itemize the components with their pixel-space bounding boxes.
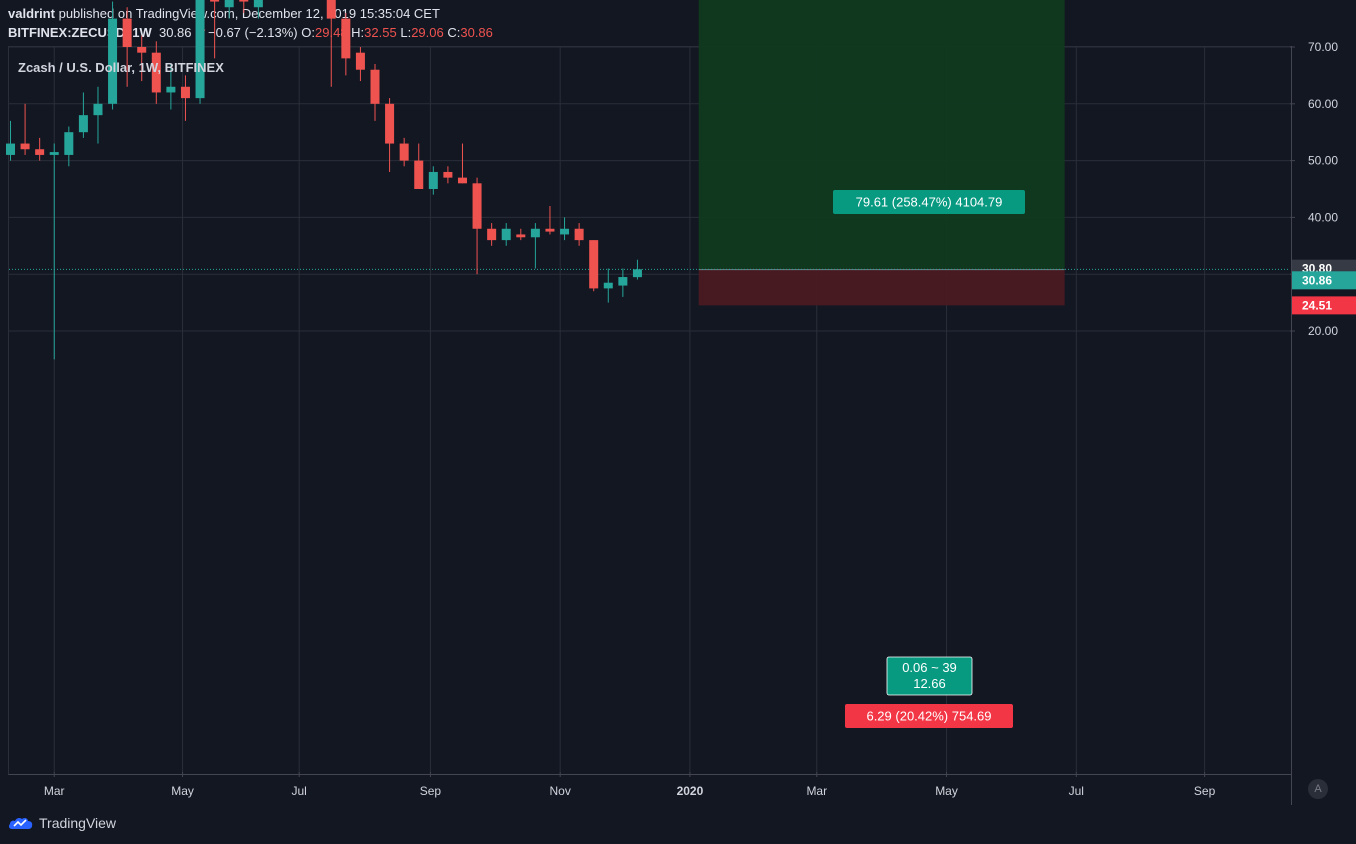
publish-info: valdrint published on TradingView.com, D…: [8, 6, 440, 21]
time-tick-label: Mar: [44, 784, 65, 798]
close-label: C:: [447, 25, 461, 40]
risk-reward-label-bg: [886, 656, 973, 696]
candle-up: [108, 18, 118, 104]
candle-up: [224, 0, 234, 8]
candle-down: [487, 228, 497, 241]
candle-up: [428, 171, 438, 189]
price-tick-label: 60.00: [1308, 97, 1338, 111]
candle-up: [93, 103, 103, 116]
close-value: 30.86: [460, 25, 493, 40]
price-tick-label: 50.00: [1308, 154, 1338, 168]
candle-down: [326, 0, 336, 19]
candle-down: [122, 18, 132, 47]
candle-up: [6, 143, 15, 155]
time-tick-label: Sep: [1194, 784, 1216, 798]
axis-corner: [1291, 773, 1356, 805]
price-tick-label: 20.00: [1308, 324, 1338, 338]
time-tick-label: Mar: [806, 784, 827, 798]
candle-up: [78, 115, 88, 133]
target-label: 79.61 (258.47%) 4104.79: [856, 195, 1003, 210]
last-price: 30.86: [158, 25, 192, 40]
price-label: 30.86: [1302, 273, 1332, 287]
candle-down: [341, 18, 351, 59]
time-tick-label: Nov: [549, 784, 570, 798]
candle-up: [632, 269, 642, 278]
time-tick-label: Sep: [420, 784, 442, 798]
chart-title: Zcash / U.S. Dollar, 1W, BITFINEX: [18, 60, 224, 75]
price-label: 24.51: [1302, 298, 1332, 312]
brand-name: TradingView: [39, 815, 117, 831]
candle-down: [180, 86, 190, 99]
candle-down: [370, 69, 380, 104]
target-label-bg: [833, 190, 1025, 214]
candle-up: [49, 152, 59, 155]
candle-down: [443, 171, 453, 178]
high-label: H:: [351, 25, 365, 40]
time-tick-label: May: [171, 784, 194, 798]
price-tick-label: 70.00: [1308, 40, 1338, 54]
loss-zone: [698, 269, 1065, 306]
candle-up: [501, 228, 511, 241]
candle-down: [414, 160, 424, 189]
risk-reward-ratio: 12.66: [913, 676, 946, 691]
candle-down: [35, 149, 45, 155]
tradingview-logo[interactable]: TradingView: [8, 815, 116, 831]
tradingview-cloud-icon: [8, 817, 33, 829]
candle-down: [210, 0, 220, 2]
candle-down: [20, 143, 30, 150]
candle-down: [151, 52, 161, 93]
candle-down: [239, 0, 249, 2]
open-label: O:: [301, 25, 315, 40]
candle-down: [516, 234, 526, 238]
candle-up: [560, 228, 570, 235]
price-axis[interactable]: [1291, 46, 1356, 773]
time-tick-label: Jul: [292, 784, 307, 798]
profit-zone: [698, 0, 1065, 270]
low-label: L:: [400, 25, 412, 40]
symbol-ohlc-bar: BITFINEX:ZECUSD, 1W 30.86 ▼−0.67 (−2.13%…: [8, 25, 493, 40]
price-change: −0.67 (−2.13%): [208, 25, 298, 40]
price-label-bg: [1292, 271, 1356, 290]
candle-up: [618, 277, 628, 286]
price-label-bg: [1292, 296, 1356, 315]
risk-reward-qty: 0.06 ~ 39: [902, 660, 957, 675]
publisher-name[interactable]: valdrint: [8, 6, 55, 21]
candle-down: [399, 143, 409, 161]
time-tick-label: May: [935, 784, 958, 798]
high-value: 32.55: [364, 25, 397, 40]
price-tick-label: 40.00: [1308, 210, 1338, 224]
candle-up: [530, 228, 540, 238]
candle-up: [253, 0, 263, 8]
time-tick-label: Jul: [1069, 784, 1084, 798]
time-tick-label: 2020: [677, 784, 704, 798]
candle-up: [603, 282, 613, 289]
candle-down: [355, 52, 365, 70]
stop-label: 6.29 (20.42%) 754.69: [866, 709, 991, 724]
candle-down: [385, 103, 395, 144]
candle-down: [545, 228, 555, 232]
candle-up: [64, 132, 74, 155]
candle-up: [195, 0, 205, 99]
candle-down: [472, 183, 482, 229]
publish-text: published on TradingView.com, December 1…: [58, 6, 440, 21]
auto-scale-button[interactable]: A: [1308, 779, 1328, 799]
candle-down: [574, 228, 584, 241]
candle-down: [589, 240, 599, 289]
candle-down: [137, 47, 147, 53]
candle-down: [457, 177, 467, 184]
candle-up: [166, 86, 176, 93]
low-value: 29.06: [411, 25, 444, 40]
stop-label-bg: [845, 704, 1013, 728]
